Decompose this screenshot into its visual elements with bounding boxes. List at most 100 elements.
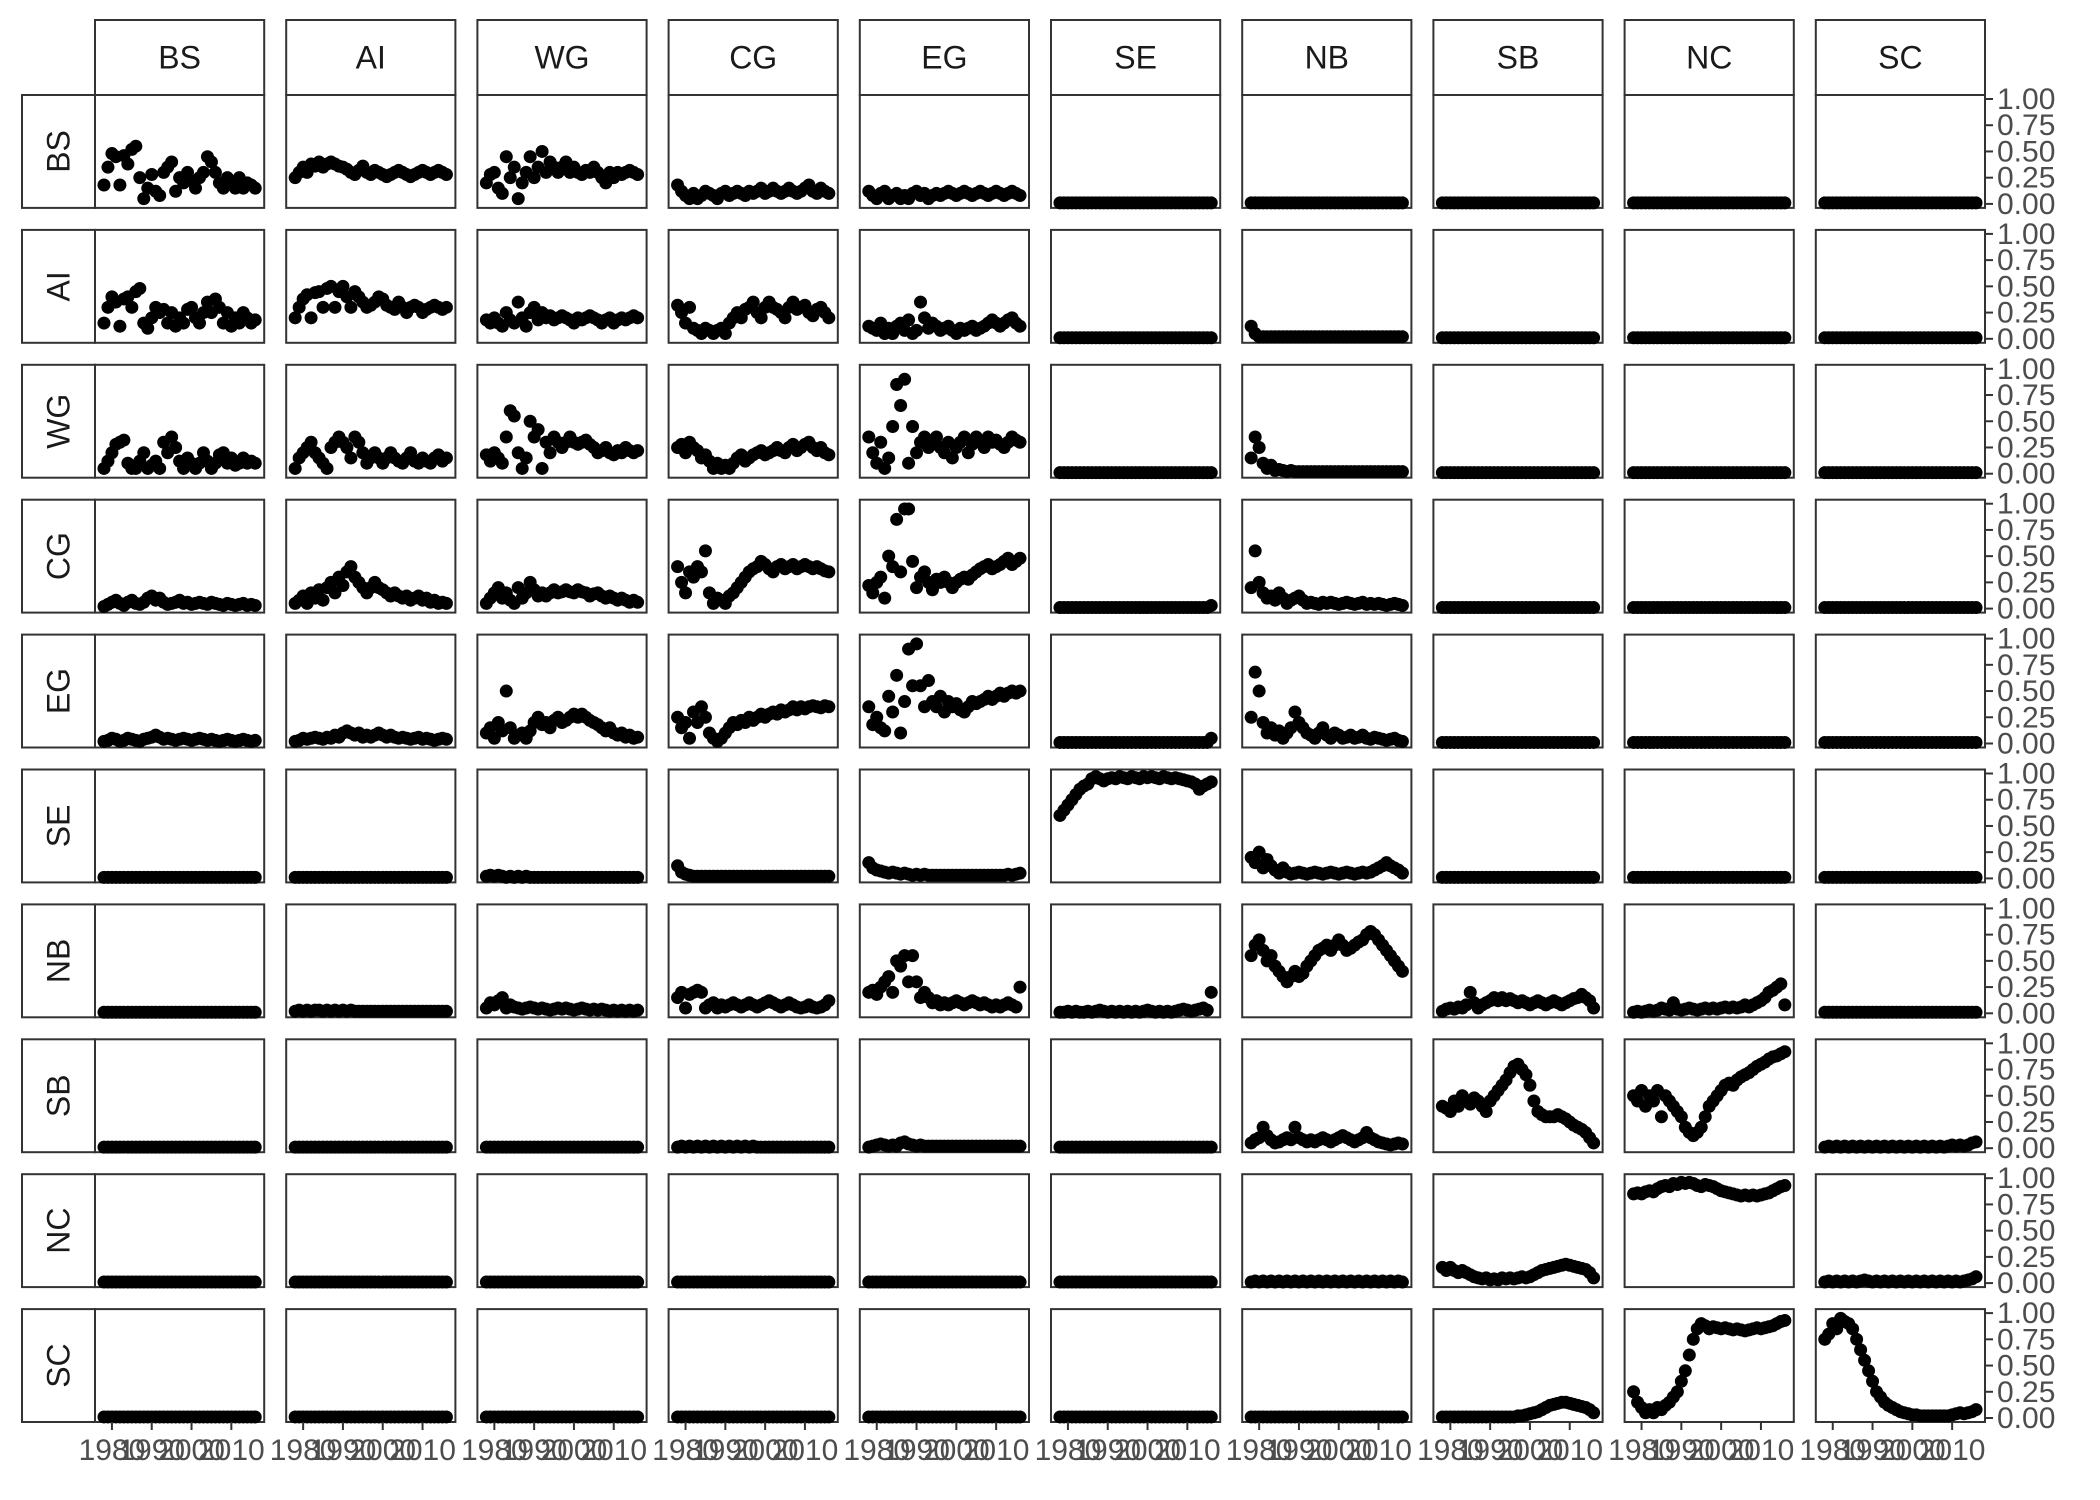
data-point bbox=[248, 1005, 262, 1019]
panel-cg-wg bbox=[476, 498, 648, 614]
data-point bbox=[137, 192, 151, 206]
row-strip-box bbox=[21, 363, 96, 479]
data-point bbox=[1778, 601, 1792, 615]
data-point bbox=[718, 327, 732, 341]
panel-border bbox=[1814, 363, 1987, 479]
data-point bbox=[169, 184, 183, 198]
panel-cg-sb bbox=[1432, 498, 1604, 615]
data-point bbox=[1395, 330, 1409, 344]
data-point bbox=[340, 440, 354, 454]
row-strip-ai: AI bbox=[21, 228, 96, 344]
data-point bbox=[822, 700, 836, 714]
data-point bbox=[1248, 430, 1262, 444]
row-strip-box bbox=[21, 498, 96, 614]
data-point bbox=[1778, 466, 1792, 480]
column-strip-ai: AI bbox=[285, 19, 457, 96]
data-point bbox=[535, 461, 549, 475]
panel-ai-sc bbox=[1814, 228, 1987, 345]
data-point bbox=[248, 456, 262, 470]
panel-wg-eg bbox=[858, 363, 1030, 479]
data-point bbox=[894, 399, 908, 413]
data-point bbox=[1244, 710, 1258, 724]
panel-border bbox=[1050, 228, 1222, 344]
panel-border bbox=[1050, 363, 1222, 479]
data-point bbox=[1778, 331, 1792, 345]
data-point bbox=[882, 451, 896, 465]
row-strip-eg: EG bbox=[21, 633, 96, 749]
panel-eg-sc bbox=[1814, 633, 1987, 749]
row-strip-label: BS bbox=[41, 130, 77, 173]
panel-border bbox=[858, 768, 1030, 884]
data-point bbox=[1395, 196, 1409, 210]
column-strip-box bbox=[667, 19, 839, 96]
data-point bbox=[1013, 189, 1027, 203]
data-point bbox=[523, 150, 537, 164]
data-point bbox=[1244, 451, 1258, 465]
column-strip-sb: SB bbox=[1432, 19, 1604, 96]
column-strip-bs: BS bbox=[94, 19, 266, 96]
data-point bbox=[906, 554, 920, 568]
data-point bbox=[874, 570, 888, 584]
panel-cg-nc bbox=[1623, 498, 1795, 615]
row-strip-label: SB bbox=[41, 1074, 77, 1117]
panel-bs-wg bbox=[476, 94, 648, 209]
row-strip-nb: NB bbox=[21, 903, 96, 1019]
panel-nb-ai bbox=[285, 903, 457, 1019]
data-point bbox=[1587, 466, 1601, 480]
data-point bbox=[344, 300, 358, 314]
data-point bbox=[1587, 331, 1601, 345]
data-point bbox=[878, 461, 892, 475]
row-strip-label: WG bbox=[41, 394, 77, 449]
data-point bbox=[507, 409, 521, 423]
panel-wg-bs bbox=[94, 363, 266, 479]
data-point bbox=[1395, 465, 1409, 479]
panel-se-wg bbox=[476, 768, 648, 884]
panel-border bbox=[1814, 633, 1987, 749]
row-strip-label: NB bbox=[41, 939, 77, 983]
data-point bbox=[898, 372, 912, 386]
data-point bbox=[113, 319, 127, 333]
panel-se-bs bbox=[94, 768, 266, 884]
data-point bbox=[352, 435, 366, 449]
panel-bs-sb bbox=[1432, 94, 1604, 210]
row-strip-box bbox=[21, 228, 96, 344]
data-point bbox=[910, 323, 924, 337]
data-point bbox=[1969, 196, 1983, 210]
column-strip-box bbox=[1050, 19, 1222, 96]
panel-se-sb bbox=[1432, 768, 1604, 884]
data-point bbox=[1204, 775, 1218, 789]
panel-ai-nc bbox=[1623, 228, 1795, 345]
data-point bbox=[894, 726, 908, 740]
panel-eg-cg bbox=[667, 633, 839, 749]
panel-wg-ai bbox=[285, 363, 457, 479]
data-point bbox=[902, 313, 916, 327]
data-point bbox=[1969, 735, 1983, 749]
data-point bbox=[121, 157, 135, 171]
data-point bbox=[890, 668, 904, 682]
panel-ai-se bbox=[1050, 228, 1222, 345]
data-point bbox=[531, 423, 545, 437]
row-strip-nc: NC bbox=[21, 1173, 96, 1289]
column-strips: BS AI WG CG EG SE NB SB NC SC bbox=[94, 19, 1987, 96]
panel-bs-nc bbox=[1623, 94, 1795, 210]
data-point bbox=[631, 870, 645, 884]
data-point bbox=[862, 700, 876, 714]
data-point bbox=[679, 586, 693, 600]
row-strip-label: AI bbox=[41, 271, 77, 301]
column-strip-label: SE bbox=[1114, 40, 1157, 76]
data-point bbox=[886, 419, 900, 433]
data-point bbox=[535, 144, 549, 158]
panel-ai-nb bbox=[1241, 228, 1413, 344]
data-point bbox=[910, 446, 924, 460]
data-point bbox=[1252, 684, 1266, 698]
panel-ai-ai bbox=[285, 228, 457, 344]
data-point bbox=[822, 448, 836, 462]
column-strip-label: NB bbox=[1305, 40, 1349, 76]
data-point bbox=[631, 595, 645, 609]
data-point bbox=[543, 446, 557, 460]
row-strip-box bbox=[21, 903, 96, 1019]
column-strip-box bbox=[1432, 19, 1604, 96]
column-strip-box bbox=[1814, 19, 1987, 96]
data-point bbox=[519, 451, 533, 465]
data-point bbox=[1587, 735, 1601, 749]
